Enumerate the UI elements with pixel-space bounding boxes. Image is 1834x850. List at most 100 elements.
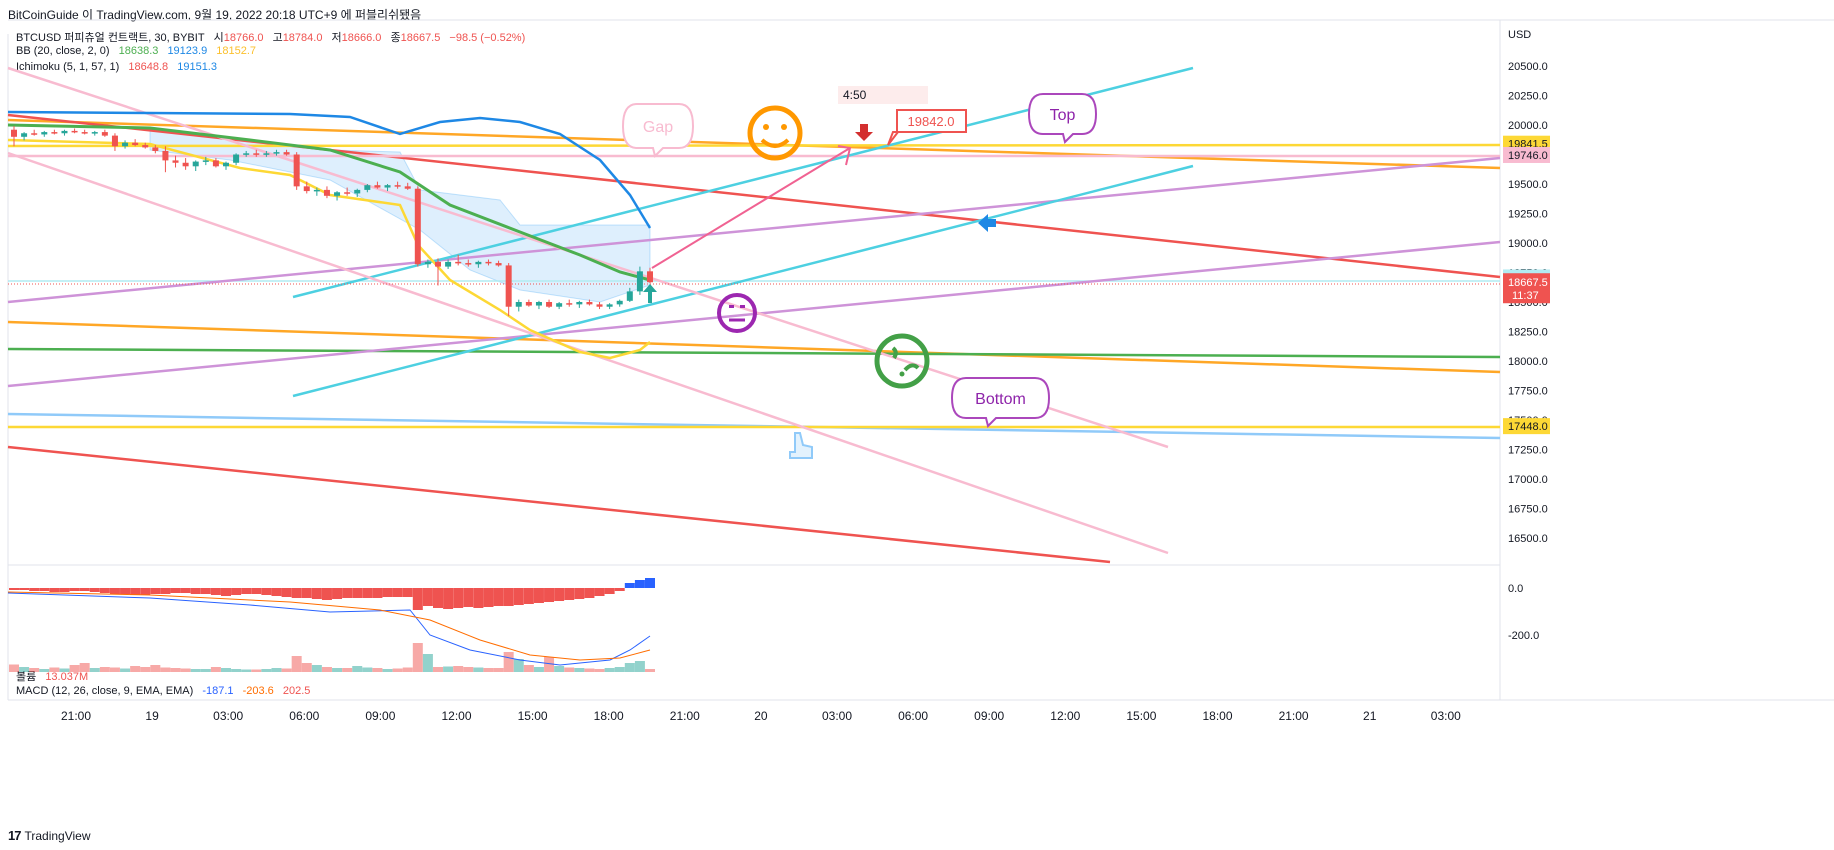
macd-histogram-bar: [301, 588, 312, 598]
candle-body: [263, 153, 270, 155]
macd-histogram-bar: [321, 588, 332, 600]
happy-face-eye: [763, 124, 769, 130]
price-axis-tick: 20250.0: [1508, 91, 1548, 103]
legend-bb-upper: 19123.9: [167, 45, 208, 57]
macd-histogram-bar: [231, 588, 242, 595]
volume-bar: [251, 669, 262, 672]
candle-body: [334, 192, 341, 196]
volume-bar: [645, 669, 655, 672]
candle-body: [364, 185, 371, 190]
price-axis-tick: 20500.0: [1508, 61, 1548, 73]
volume-bar: [554, 666, 565, 672]
candle-body: [41, 132, 48, 135]
candle-body: [202, 160, 209, 162]
candle-body: [606, 304, 613, 307]
candle-body: [354, 189, 361, 194]
candle-body: [91, 132, 98, 134]
legend-low: 18666.0: [341, 32, 382, 44]
macd-histogram-bar: [513, 588, 524, 605]
left-arrow-icon: [978, 214, 996, 232]
volume-bar: [372, 668, 383, 672]
macd-histogram-bar: [594, 588, 605, 596]
footer: 17 TradingView: [8, 828, 91, 843]
candle-body: [21, 133, 28, 137]
macd-histogram-bar: [584, 588, 595, 598]
macd-histogram-bar: [523, 588, 534, 604]
legend-volume-label: 볼륨: [16, 671, 37, 683]
price-axis-currency: USD: [1508, 29, 1531, 41]
legend-ichimoku-a: 18648.8: [128, 61, 169, 73]
macd-histogram-bar: [604, 588, 615, 594]
macd-histogram-bar: [150, 588, 161, 594]
legend-symbol[interactable]: BTCUSD 퍼피츄얼 컨트랙트, 30, BYBIT: [16, 32, 205, 44]
volume-bar: [513, 659, 524, 672]
legend-bb-row[interactable]: BB (20, close, 2, 0) 18638.3 19123.9 181…: [16, 45, 262, 57]
candle-body: [455, 261, 462, 264]
candle-body: [525, 302, 532, 306]
legend-ichimoku-row[interactable]: Ichimoku (5, 1, 57, 1) 18648.8 19151.3: [16, 61, 223, 73]
volume-bar: [443, 666, 454, 672]
volume-bar: [241, 669, 252, 672]
candle-body: [132, 142, 139, 146]
candle-body: [152, 147, 159, 151]
volume-bar: [503, 652, 514, 672]
macd-axis-tick: 0.0: [1508, 583, 1523, 595]
candle-body: [626, 291, 633, 301]
footer-brand[interactable]: TradingView: [24, 828, 91, 843]
orange-trendline-mid: [7, 320, 1501, 374]
macd-histogram-bar: [624, 583, 635, 588]
bottom-note-text: Bottom: [975, 391, 1026, 408]
volume-bar: [311, 665, 322, 672]
macd-histogram-bar: [564, 588, 575, 600]
candle-body: [435, 261, 441, 267]
volume-bar: [19, 667, 30, 672]
legend-high-label: 고: [272, 32, 283, 44]
macd-histogram-bar: [160, 588, 171, 594]
macd-histogram-bar: [89, 588, 100, 592]
macd-histogram-bar: [200, 588, 211, 594]
time-axis-tick: 21:00: [1279, 709, 1309, 723]
time-axis-tick: 21: [1363, 709, 1377, 723]
neutral-face-eye: [740, 305, 745, 308]
volume-bar: [190, 669, 201, 672]
candle-body: [394, 185, 401, 187]
tradingview-logo-icon[interactable]: 17: [8, 828, 22, 843]
macd-histogram-bar: [544, 588, 555, 602]
macd-histogram-bar: [49, 588, 60, 592]
price-label-badge: [1503, 273, 1550, 304]
macd-histogram-bar: [311, 588, 322, 599]
candle-body: [303, 186, 310, 192]
price-axis-tick: 18000.0: [1508, 356, 1548, 368]
volume-bar: [433, 667, 443, 672]
candle-body: [172, 160, 179, 163]
time-axis-tick: 18:00: [1202, 709, 1232, 723]
confused-face-detail: [891, 346, 920, 372]
volume-bar: [29, 668, 40, 672]
macd-histogram-bar: [372, 588, 383, 598]
macd-histogram-bar: [342, 588, 353, 598]
time-axis-tick: 18:00: [594, 709, 624, 723]
legend-macd-row[interactable]: MACD (12, 26, close, 9, EMA, EMA) -187.1…: [16, 685, 316, 697]
candle-body: [313, 189, 320, 192]
legend-volume-row[interactable]: 볼륨 13.037M: [16, 668, 94, 684]
time-axis-tick: 21:00: [670, 709, 700, 723]
volume-bar: [180, 668, 191, 672]
countdown-text: 4:50: [843, 88, 867, 102]
time-axis-tick: 03:00: [1431, 709, 1461, 723]
macd-histogram-bar: [291, 588, 302, 598]
legend-close-label: 종: [390, 32, 401, 44]
macd-histogram-bar: [362, 588, 373, 598]
happy-face-eye: [781, 124, 787, 130]
candle-body: [384, 185, 391, 188]
macd-histogram-bar: [59, 588, 70, 592]
legend-close: 18667.5: [400, 32, 441, 44]
happy-face-icon: [747, 105, 803, 161]
volume-bar: [342, 668, 353, 672]
macd-histogram-bar: [221, 588, 231, 596]
candle-body: [122, 142, 129, 147]
candle-body: [253, 153, 260, 155]
volume-bar: [473, 667, 484, 672]
volume-bar: [89, 668, 100, 672]
legend-bb-label: BB (20, close, 2, 0): [16, 45, 110, 57]
